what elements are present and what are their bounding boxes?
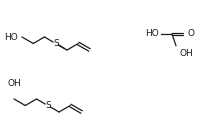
Text: S: S [53,39,59,48]
Text: OH: OH [179,49,193,58]
Text: HO: HO [145,29,159,38]
Text: HO: HO [4,32,18,42]
Text: O: O [187,29,194,38]
Text: OH: OH [7,79,21,88]
Text: S: S [45,101,51,110]
